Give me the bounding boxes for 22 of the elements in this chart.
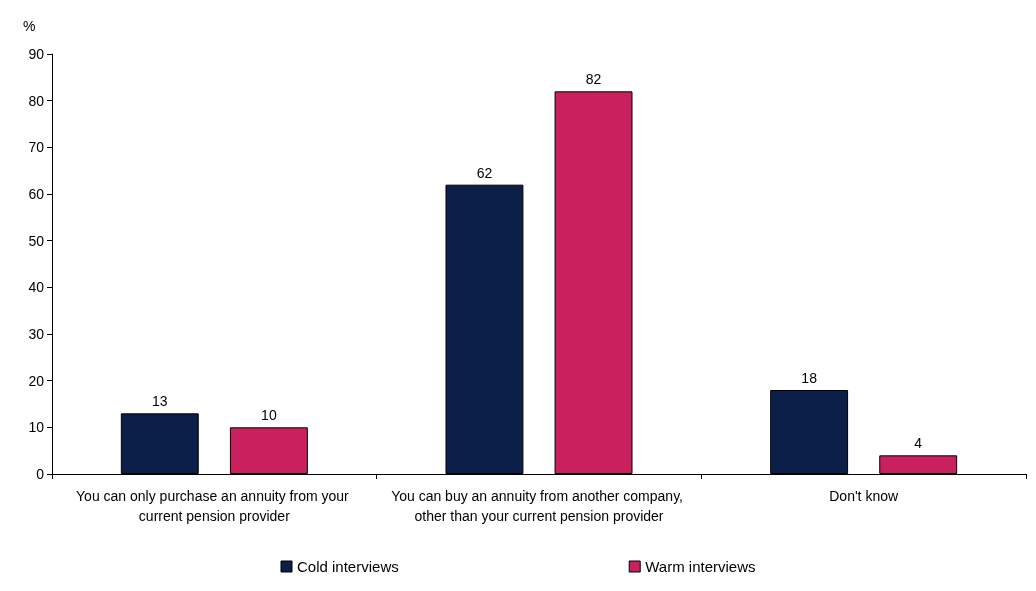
- y-tick-label: 20: [28, 372, 45, 389]
- data-label: 82: [585, 71, 602, 88]
- y-tick-label: 80: [28, 92, 45, 109]
- y-tick-label: 30: [28, 326, 45, 342]
- y-tick-label: 70: [28, 139, 45, 156]
- y-tick-label: 10: [28, 419, 45, 436]
- y-tick-label: 50: [28, 232, 45, 249]
- x-tick-label: You can buy an annuity from another company, other than your current pension provider: [391, 488, 687, 524]
- legend-label: Cold interviews: [297, 558, 399, 575]
- x-tick-label: Don't know: [829, 488, 899, 504]
- data-label: 18: [801, 370, 818, 386]
- data-label: 4: [914, 435, 923, 452]
- y-tick-label: 60: [28, 186, 45, 202]
- data-label: 13: [152, 393, 168, 410]
- y-tick-label: 90: [28, 46, 45, 62]
- legend-label: Warm interviews: [645, 558, 756, 575]
- y-tick-label: 0: [36, 466, 45, 482]
- y-axis-title: %: [23, 18, 36, 34]
- data-label: 62: [476, 164, 493, 181]
- y-tick-label: 40: [28, 279, 45, 296]
- data-label: 10: [261, 407, 277, 424]
- x-tick-label: You can only purchase an annuity from your current pension provider: [76, 488, 353, 524]
